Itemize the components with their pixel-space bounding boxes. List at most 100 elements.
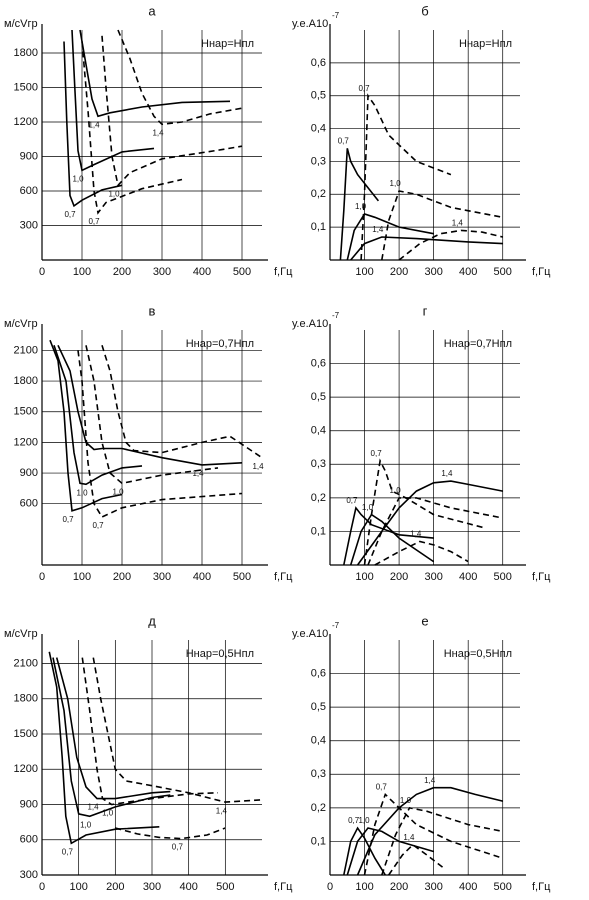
y-tick-label: 900 bbox=[20, 467, 38, 479]
y-tick-label: 0,2 bbox=[311, 492, 326, 504]
y-tick-label: 0,6 bbox=[311, 357, 326, 369]
y-tick-label: 0,4 bbox=[311, 425, 326, 437]
y-tick-label: 0,5 bbox=[311, 391, 326, 403]
annotation: Hнар=0,5Hпл bbox=[186, 648, 254, 660]
x-tick-label: 0 bbox=[39, 881, 45, 893]
curve-label: 1,4 bbox=[372, 225, 384, 234]
y-tick-label: 0,1 bbox=[311, 835, 326, 847]
x-tick-label: 500 bbox=[494, 266, 512, 278]
y-tick-label: 0,3 bbox=[311, 768, 326, 780]
y-axis-label: м/сVгр bbox=[4, 628, 38, 640]
x-tick-label: 300 bbox=[153, 571, 171, 583]
curve bbox=[101, 345, 263, 459]
y-tick-label: 600 bbox=[20, 498, 38, 510]
curve-label: 0,7 bbox=[358, 84, 370, 93]
curve bbox=[360, 93, 452, 261]
x-tick-label: 200 bbox=[113, 266, 131, 278]
annotation: Hнар=0,7Hпл bbox=[186, 338, 254, 350]
x-tick-label: 300 bbox=[424, 266, 442, 278]
y-tick-label: 1800 bbox=[14, 47, 38, 59]
x-axis-label: f,Гц bbox=[532, 266, 551, 278]
y-tick-label: 1200 bbox=[14, 763, 38, 775]
curve-label: 0,7 bbox=[346, 496, 358, 505]
x-tick-label: 500 bbox=[494, 571, 512, 583]
y-axis-label: у.е.А10 bbox=[292, 628, 328, 640]
curve-label: 1,4 bbox=[152, 128, 164, 137]
curve bbox=[343, 506, 434, 566]
y-tick-label: 300 bbox=[20, 869, 38, 881]
x-tick-label: 100 bbox=[355, 266, 373, 278]
y-tick-label: 0,3 bbox=[311, 458, 326, 470]
curve bbox=[63, 41, 123, 208]
y-tick-label: 2100 bbox=[14, 344, 38, 356]
curve-label: 1,0 bbox=[102, 809, 114, 818]
curve bbox=[349, 513, 435, 566]
x-tick-label: 400 bbox=[179, 881, 197, 893]
x-tick-label: 300 bbox=[143, 881, 161, 893]
curve-label: 0,7 bbox=[172, 843, 184, 852]
curve-label: 0,7 bbox=[376, 783, 388, 792]
curve bbox=[55, 657, 171, 800]
x-tick-label: 100 bbox=[73, 571, 91, 583]
curve bbox=[53, 345, 143, 486]
curve bbox=[101, 35, 243, 187]
curve bbox=[350, 236, 503, 261]
curve bbox=[346, 213, 434, 261]
y-tick-label: 0,2 bbox=[311, 802, 326, 814]
curve bbox=[339, 148, 380, 261]
y-tick-label: 0,4 bbox=[311, 122, 326, 134]
x-tick-label: 0 bbox=[327, 881, 333, 893]
panel-title: в bbox=[149, 303, 156, 318]
curve-label: 0,7 bbox=[338, 136, 350, 145]
x-axis-label: f,Гц bbox=[532, 881, 551, 893]
curve-label: 1,0 bbox=[80, 820, 92, 829]
curve-label: 0,7 bbox=[348, 816, 360, 825]
y-axis-label: м/сVгр bbox=[4, 18, 38, 30]
curve bbox=[388, 843, 445, 876]
curve-label: 0,7 bbox=[92, 521, 104, 530]
annotation: Hнар=0,5Hпл bbox=[444, 648, 512, 660]
curve bbox=[49, 339, 123, 512]
curve-label: 1,4 bbox=[192, 469, 204, 478]
x-axis-label: f,Гц bbox=[532, 571, 551, 583]
curve-label: 1,4 bbox=[424, 776, 436, 785]
curve-label: 1,0 bbox=[76, 488, 88, 497]
curve bbox=[367, 497, 503, 566]
curve bbox=[57, 344, 243, 466]
curve bbox=[356, 480, 503, 566]
x-tick-label: 400 bbox=[193, 266, 211, 278]
x-axis-label: f,Гц bbox=[274, 266, 293, 278]
y-axis-label-sup: -7 bbox=[332, 621, 340, 630]
curve-label: 0,7 bbox=[64, 210, 76, 219]
x-tick-label: 400 bbox=[193, 571, 211, 583]
curve-label: 1,0 bbox=[72, 174, 84, 183]
curve bbox=[346, 827, 434, 876]
curve bbox=[363, 458, 486, 566]
x-tick-label: 0 bbox=[39, 571, 45, 583]
x-tick-label: 400 bbox=[459, 881, 477, 893]
curve-label: 1,4 bbox=[87, 803, 99, 812]
curve-label: 1,4 bbox=[403, 833, 415, 842]
y-tick-label: 1500 bbox=[14, 406, 38, 418]
x-axis-label: f,Гц bbox=[274, 571, 293, 583]
curve-label: 1,0 bbox=[355, 202, 367, 211]
x-tick-label: 200 bbox=[390, 266, 408, 278]
curve bbox=[81, 657, 219, 806]
curve-label: 1,4 bbox=[441, 469, 453, 478]
y-tick-label: 1800 bbox=[14, 375, 38, 387]
curve-label: 0,7 bbox=[62, 515, 74, 524]
curve bbox=[48, 651, 160, 845]
curve bbox=[81, 41, 183, 215]
curve bbox=[381, 807, 503, 876]
panel-title: а bbox=[148, 3, 156, 18]
y-tick-label: 900 bbox=[20, 150, 38, 162]
x-tick-label: 200 bbox=[113, 571, 131, 583]
y-tick-label: 0,1 bbox=[311, 525, 326, 537]
curve-label: 1,4 bbox=[88, 120, 100, 129]
curve-label: 1,4 bbox=[216, 806, 228, 815]
curve-label: 1,0 bbox=[362, 503, 374, 512]
curve bbox=[79, 29, 231, 118]
curve bbox=[52, 657, 171, 818]
x-tick-label: 500 bbox=[216, 881, 234, 893]
curve-label: 1,0 bbox=[390, 179, 402, 188]
